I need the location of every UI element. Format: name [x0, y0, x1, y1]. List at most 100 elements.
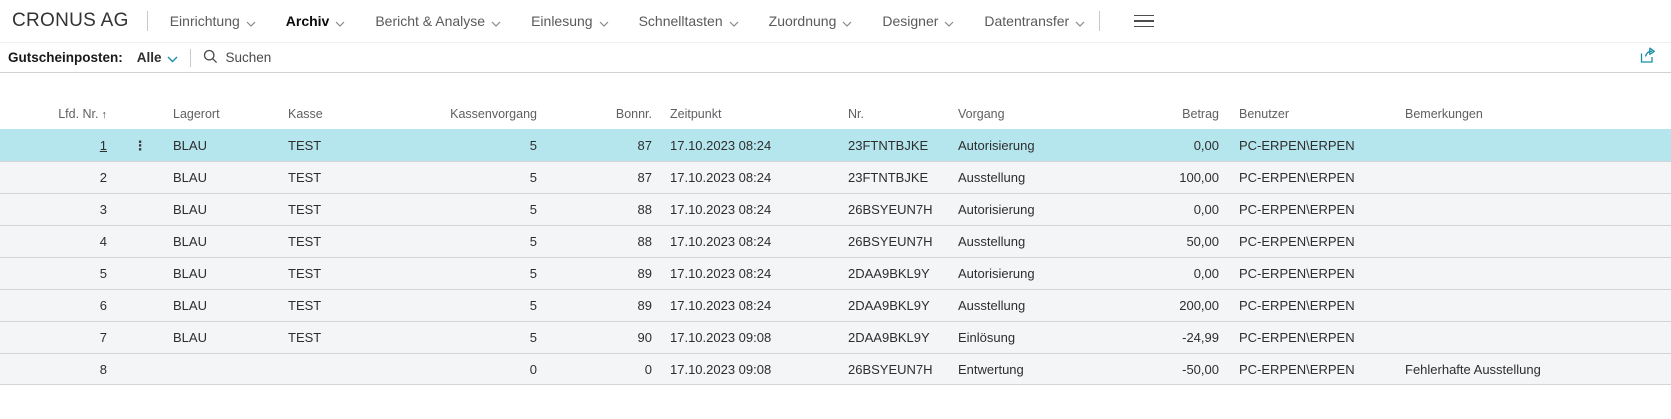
chevron-down-icon [729, 14, 739, 30]
cell-lfd-nr: 7 [0, 330, 115, 345]
cell-zeitpunkt: 17.10.2023 08:24 [670, 234, 772, 249]
cell-nr: 2DAA9BKL9Y [848, 298, 930, 313]
cell-nr: 23FTNTBJKE [848, 138, 929, 153]
column-header-lagerort[interactable]: Lagerort [165, 107, 280, 121]
cell-betrag: 0,00 [1193, 202, 1219, 217]
cell-nr: 26BSYEUN7H [848, 361, 933, 377]
menu-item-schnelltasten[interactable]: Schnelltasten [639, 12, 739, 30]
cell-lagerort: BLAU [173, 170, 207, 185]
cell-zeitpunkt: 17.10.2023 08:24 [670, 266, 772, 281]
cell-zeitpunkt: 17.10.2023 09:08 [670, 330, 772, 345]
column-header-nr[interactable]: Nr. [840, 107, 950, 121]
sort-ascending-icon: ↑ [101, 108, 108, 121]
chevron-down-icon [167, 51, 178, 66]
cell-benutzer: PC-ERPEN\ERPEN [1239, 330, 1355, 345]
cell-benutzer: PC-ERPEN\ERPEN [1239, 298, 1355, 313]
column-header-zeitpunkt[interactable]: Zeitpunkt [660, 107, 840, 121]
menu-item-label: Zuordnung [768, 13, 837, 29]
table-body: 1 ⋮ BLAU TEST 5 87 17.10.2023 08:24 23FTNTBJKE A… [0, 129, 1671, 385]
share-icon [1639, 47, 1657, 69]
column-header-label: Bemerkungen [1405, 106, 1483, 121]
row-number-link[interactable]: 5 [99, 266, 107, 281]
menu-divider-right [1099, 11, 1101, 31]
row-number-link[interactable]: 8 [99, 361, 107, 377]
menu-item-label: Einlesung [531, 13, 593, 29]
cell-bonnr: 87 [637, 138, 652, 153]
row-number-link[interactable]: 7 [99, 330, 107, 345]
cell-zeitpunkt: 17.10.2023 09:08 [670, 361, 772, 377]
cell-lfd-nr: 2 [0, 170, 115, 185]
column-header-bemerkungen[interactable]: Bemerkungen [1395, 107, 1671, 121]
cell-kasse: TEST [288, 138, 322, 153]
share-button[interactable] [1639, 47, 1657, 69]
menu-item-zuordnung[interactable]: Zuordnung [769, 12, 853, 30]
chevron-down-icon [335, 14, 345, 30]
table-row[interactable]: 1 ⋮ BLAU TEST 5 87 17.10.2023 08:24 23FTNTBJKE A… [0, 129, 1671, 161]
top-menu-bar: CRONUS AG Einrichtung Archiv Bericht & Ana… [0, 0, 1671, 42]
company-name: CRONUS AG [12, 10, 129, 31]
cell-bonnr: 88 [637, 234, 652, 249]
column-header-label: Betrag [1182, 106, 1219, 121]
row-number-link[interactable]: 4 [99, 234, 107, 249]
column-header-benutzer[interactable]: Benutzer [1225, 107, 1395, 121]
column-header-lfd-nr[interactable]: Lfd. Nr. ↑ [0, 107, 115, 121]
cell-kasse: TEST [288, 202, 322, 217]
cell-vorgang: Einlösung [958, 330, 1016, 345]
menu-item-label: Designer [882, 13, 939, 29]
cell-benutzer: PC-ERPEN\ERPEN [1239, 170, 1355, 185]
cell-kasse: TEST [288, 234, 322, 249]
cell-nr: 23FTNTBJKE [848, 170, 929, 185]
column-header-label: Nr. [848, 106, 864, 121]
menu-items: Einrichtung Archiv Bericht & Analyse Einles… [170, 12, 1086, 30]
menu-item-einlesung[interactable]: Einlesung [531, 12, 609, 30]
menu-item-bericht-analyse[interactable]: Bericht & Analyse [375, 12, 501, 30]
cell-kassenvorgang: 5 [529, 234, 537, 249]
row-number-link[interactable]: 2 [99, 170, 107, 185]
column-header-kasse[interactable]: Kasse [280, 107, 440, 121]
cell-vorgang: Autorisierung [958, 266, 1035, 281]
cell-vorgang: Autorisierung [958, 138, 1035, 153]
cell-zeitpunkt: 17.10.2023 08:24 [670, 138, 772, 153]
column-header-betrag[interactable]: Betrag [1130, 107, 1225, 121]
column-header-vorgang[interactable]: Vorgang [950, 107, 1130, 121]
cell-lagerort: BLAU [173, 138, 207, 153]
view-filter-dropdown[interactable]: Alle [137, 49, 178, 66]
cell-lfd-nr: 3 [0, 202, 115, 217]
menu-item-label: Archiv [285, 13, 330, 29]
search-button[interactable]: Suchen [203, 49, 271, 67]
cell-kassenvorgang: 5 [529, 202, 537, 217]
menu-item-datentransfer[interactable]: Datentransfer [984, 12, 1085, 30]
column-header-kassenvorgang[interactable]: Kassenvorgang [440, 107, 545, 121]
menu-item-archiv[interactable]: Archiv [286, 12, 346, 30]
cell-kassenvorgang: 5 [529, 298, 537, 313]
cell-vorgang: Entwertung [958, 361, 1024, 377]
cell-bonnr: 89 [637, 266, 652, 281]
menu-item-einrichtung[interactable]: Einrichtung [170, 12, 256, 30]
cell-zeitpunkt: 17.10.2023 08:24 [670, 202, 772, 217]
column-header-label: Benutzer [1239, 106, 1290, 121]
row-number-link[interactable]: 6 [99, 298, 107, 313]
cell-vorgang: Autorisierung [958, 202, 1035, 217]
cell-kassenvorgang: 5 [529, 138, 537, 153]
cell-kasse: TEST [288, 330, 322, 345]
menu-item-designer[interactable]: Designer [882, 12, 954, 30]
column-header-label: Lfd. Nr. [58, 106, 99, 121]
hamburger-menu-icon[interactable] [1130, 11, 1158, 32]
search-icon [203, 49, 218, 67]
view-filter-value: Alle [136, 50, 162, 65]
list-caption: Gutscheinposten: [8, 50, 123, 65]
row-menu-dots-icon[interactable]: ⋮ [133, 137, 147, 153]
cell-bonnr: 89 [637, 298, 652, 313]
column-header-bonnr[interactable]: Bonnr. [545, 107, 660, 121]
row-number-link[interactable]: 3 [99, 202, 107, 217]
filter-bar: Gutscheinposten: Alle Suchen [0, 42, 1671, 73]
row-number-link[interactable]: 1 [99, 138, 107, 153]
